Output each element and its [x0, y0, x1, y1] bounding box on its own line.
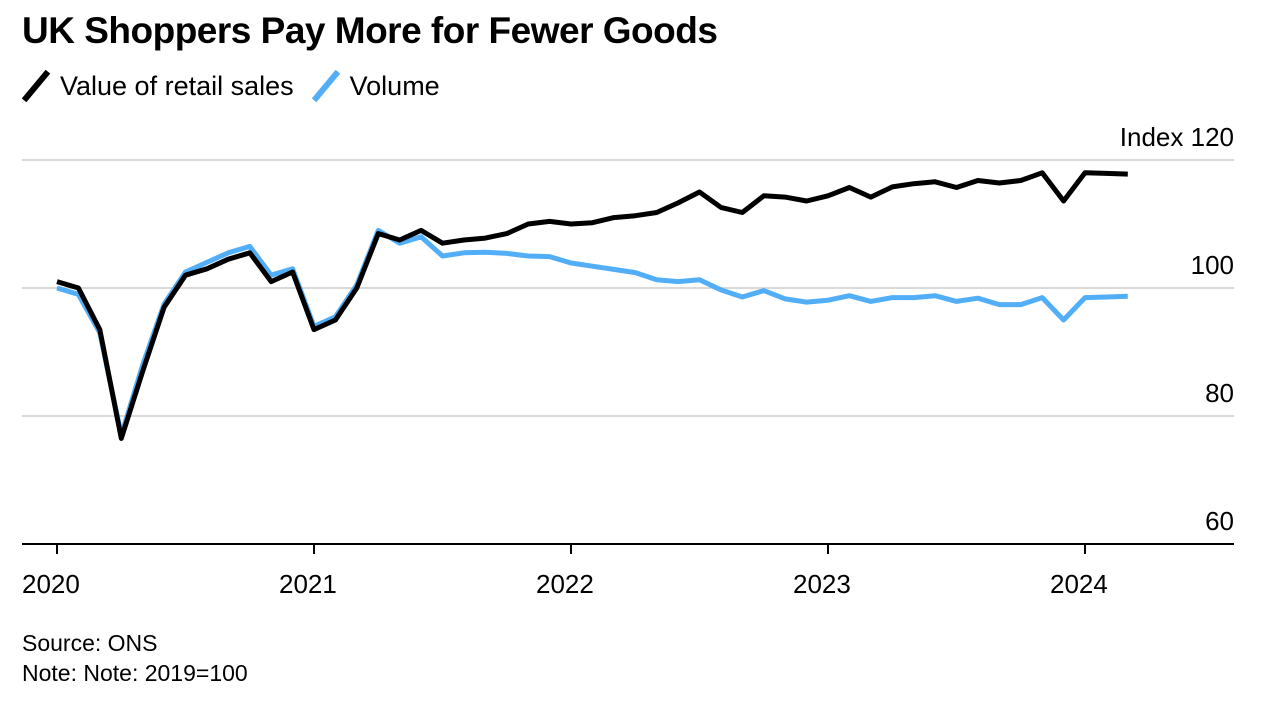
legend-line-volume — [311, 70, 340, 102]
x-tick-label-2020: 2020 — [22, 569, 80, 599]
chart-title: UK Shoppers Pay More for Fewer Goods — [22, 10, 718, 51]
series-line-volume — [56, 227, 1128, 438]
y-tick-label-100: 100 — [1191, 250, 1234, 280]
legend-line-value — [22, 70, 50, 102]
y-tick-label-80: 80 — [1205, 378, 1234, 408]
legend-label-volume: Volume — [349, 70, 440, 101]
legend-item-value: Value of retail sales — [22, 70, 294, 102]
x-tick-label-2024: 2024 — [1050, 569, 1108, 599]
legend-item-volume: Volume — [311, 70, 440, 102]
legend-swatch-volume — [311, 70, 340, 102]
y-tick-label-60: 60 — [1205, 506, 1234, 536]
legend-swatch-value — [22, 70, 50, 102]
series-line-value — [56, 170, 1128, 441]
footer: Source: ONS Note: Note: 2019=100 — [22, 628, 248, 688]
x-tick-label-2021: 2021 — [279, 569, 337, 599]
y-tick-label-120: Index 120 — [1120, 122, 1234, 152]
index-note: Note: Note: 2019=100 — [22, 660, 248, 686]
x-tick-label-2022: 2022 — [536, 569, 594, 599]
legend: Value of retail sales Volume — [22, 70, 458, 102]
source-note: Source: ONS — [22, 630, 158, 656]
x-tick-label-2023: 2023 — [793, 569, 851, 599]
legend-label-value: Value of retail sales — [60, 70, 294, 101]
